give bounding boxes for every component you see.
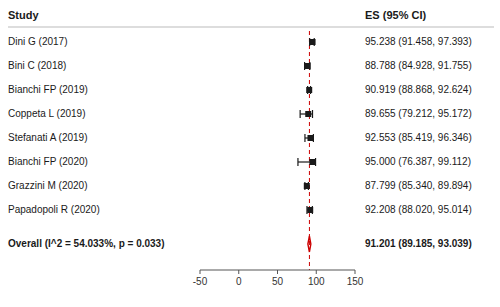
overall-diamond — [308, 236, 311, 252]
study-name: Bianchi FP (2020) — [8, 156, 88, 167]
effect-marker — [307, 135, 313, 141]
study-name: Stefanati A (2019) — [8, 132, 88, 143]
x-tick-label: 100 — [308, 276, 325, 287]
effect-marker — [305, 63, 311, 69]
overall-name: Overall (I^2 = 54.033%, p = 0.033) — [8, 238, 165, 249]
effect-label: 88.788 (84.928, 91.755) — [365, 60, 472, 71]
effect-label: 90.919 (88.868, 92.624) — [365, 84, 472, 95]
x-tick — [355, 270, 356, 274]
effect-marker — [309, 159, 315, 165]
ci-cap — [312, 110, 313, 118]
effect-marker — [304, 183, 310, 189]
ci-cap — [297, 158, 298, 166]
plot-area — [298, 31, 316, 270]
effect-label: 87.799 (85.340, 89.894) — [365, 180, 472, 191]
study-name: Bini C (2018) — [8, 60, 66, 71]
study-name: Dini G (2017) — [8, 36, 67, 47]
study-name: Bianchi FP (2019) — [8, 84, 88, 95]
x-tick-label: 0 — [236, 276, 242, 287]
chart: Study ES (95% CI) Dini G (2017) 95.238 (91.… — [0, 0, 500, 307]
effect-marker — [307, 207, 313, 213]
separator — [8, 27, 494, 28]
x-tick — [200, 270, 201, 274]
effect-label: 92.208 (88.020, 95.014) — [365, 204, 472, 215]
effect-label: 95.000 (76.387, 99.112) — [365, 156, 471, 167]
column-header: Study — [8, 9, 39, 21]
x-tick-label: 150 — [347, 276, 364, 287]
effect-label: 92.553 (85.419, 96.346) — [365, 132, 472, 143]
overall-label: 91.201 (89.185, 93.039) — [365, 238, 472, 249]
x-tick — [238, 270, 239, 274]
effect-marker — [306, 87, 312, 93]
x-tick-label: -50 — [193, 276, 208, 287]
effect-marker — [305, 111, 311, 117]
ci-cap — [300, 110, 301, 118]
effect-label: 89.655 (79.212, 95.172) — [365, 108, 472, 119]
study-name: Papadopoli R (2020) — [8, 204, 100, 215]
ci-cap — [304, 134, 305, 142]
study-name: Grazzini M (2020) — [8, 180, 87, 191]
effect-label: 95.238 (91.458, 97.393) — [365, 36, 472, 47]
column-header: ES (95% CI) — [365, 9, 426, 21]
x-tick — [277, 270, 278, 274]
x-tick — [316, 270, 317, 274]
study-name: Coppeta L (2019) — [8, 108, 85, 119]
effect-marker — [310, 39, 316, 45]
x-tick-label: 50 — [272, 276, 284, 287]
